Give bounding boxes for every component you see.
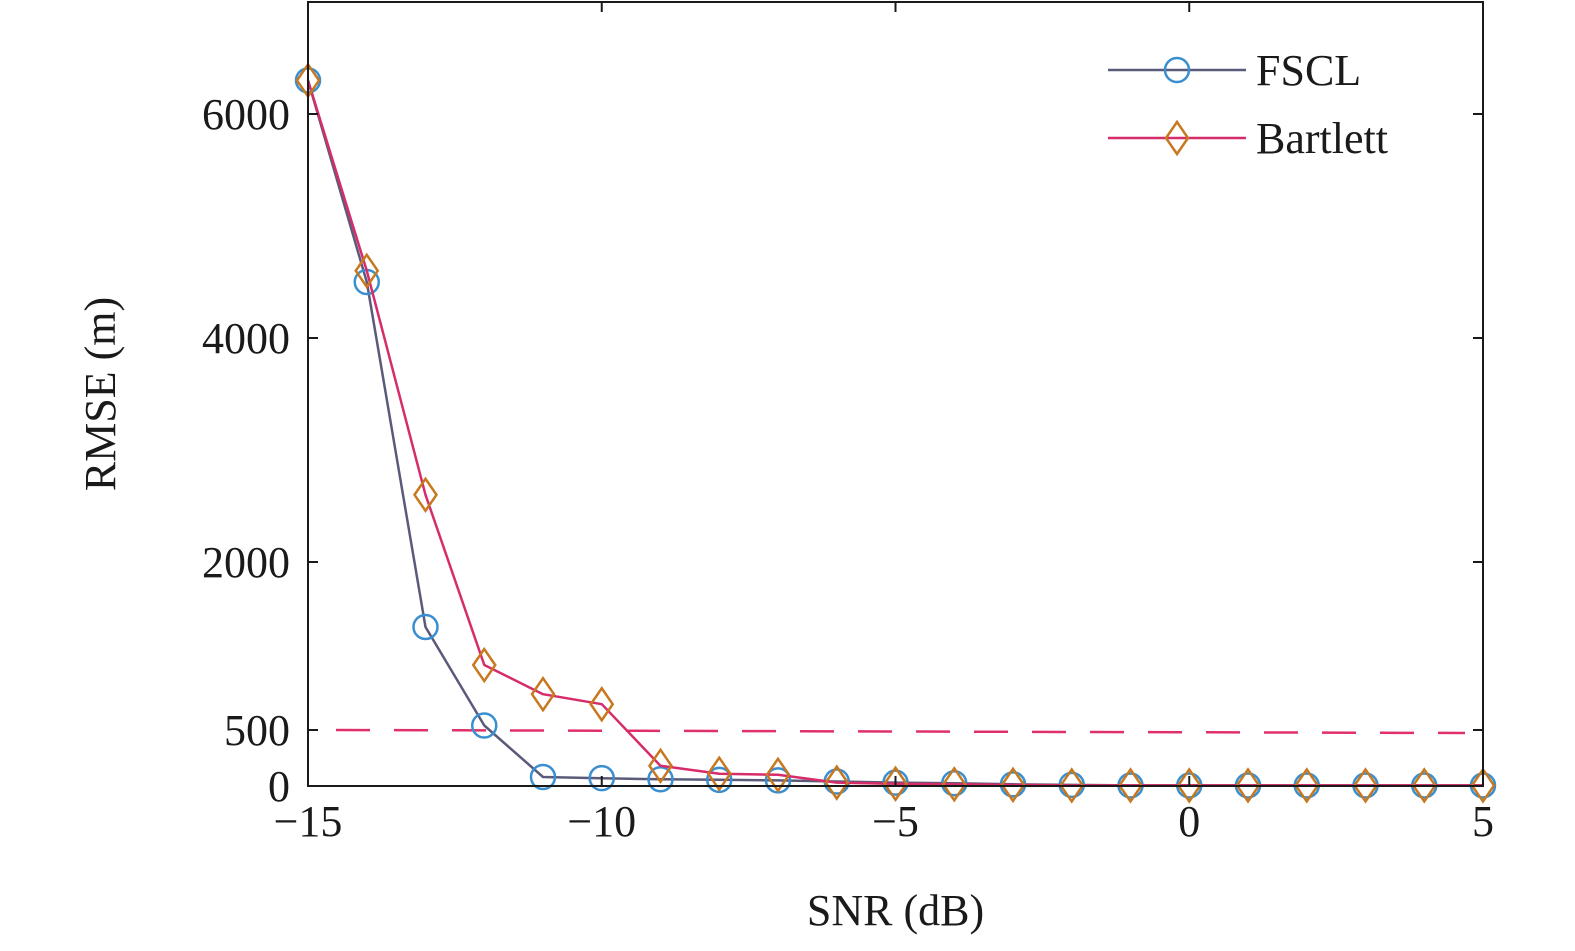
data-point (1470, 767, 1496, 804)
data-point (882, 765, 909, 802)
reference-layer (335, 728, 1466, 735)
data-point (1117, 767, 1144, 804)
y-tick-label: 500 (224, 706, 290, 755)
data-point (589, 686, 615, 723)
y-tick-label: 2000 (202, 538, 290, 587)
axes-layer: −15 −10 −5 0 5 0 500 2000 4000 6000 (202, 1, 1494, 846)
data-point (471, 712, 498, 739)
data-point (471, 646, 497, 684)
data-point (412, 476, 439, 514)
data-point (765, 756, 791, 794)
data-point (1294, 767, 1320, 804)
data-point (1000, 766, 1026, 804)
x-tick-label: −10 (567, 797, 636, 846)
x-tick-label: 0 (1178, 797, 1200, 846)
data-point (354, 252, 380, 290)
data-point (1411, 767, 1437, 804)
data-point (1235, 767, 1261, 804)
data-point (1176, 767, 1202, 804)
data-point (1059, 767, 1085, 804)
x-tick-label: −5 (872, 797, 919, 846)
legend-marker (1164, 119, 1190, 157)
y-tick-label: 0 (268, 762, 290, 811)
data-point (647, 747, 674, 785)
data-point (824, 764, 850, 801)
reference-line-500 (335, 728, 1466, 735)
data-point (529, 763, 557, 791)
data-point (1352, 767, 1379, 804)
legend-label: Bartlett (1256, 114, 1388, 163)
legend: FSCL Bartlett (1108, 46, 1388, 163)
legend-entry-bartlett: Bartlett (1108, 114, 1388, 163)
legend-label: FSCL (1256, 46, 1361, 95)
x-tick-label: 5 (1472, 797, 1494, 846)
y-tick-label: 4000 (202, 314, 290, 363)
y-axis-label: RMSE (m) (76, 297, 125, 491)
data-point (647, 766, 674, 793)
y-tick-label: 6000 (202, 90, 290, 139)
x-axis-label: SNR (dB) (807, 886, 984, 935)
x-tick-label: −15 (274, 797, 343, 846)
legend-marker (1163, 56, 1191, 84)
data-point (530, 675, 556, 713)
data-point (941, 766, 967, 803)
data-point (412, 613, 439, 641)
legend-entry-fscl: FSCL (1108, 46, 1361, 95)
data-point (706, 755, 732, 792)
data-point (588, 764, 615, 792)
